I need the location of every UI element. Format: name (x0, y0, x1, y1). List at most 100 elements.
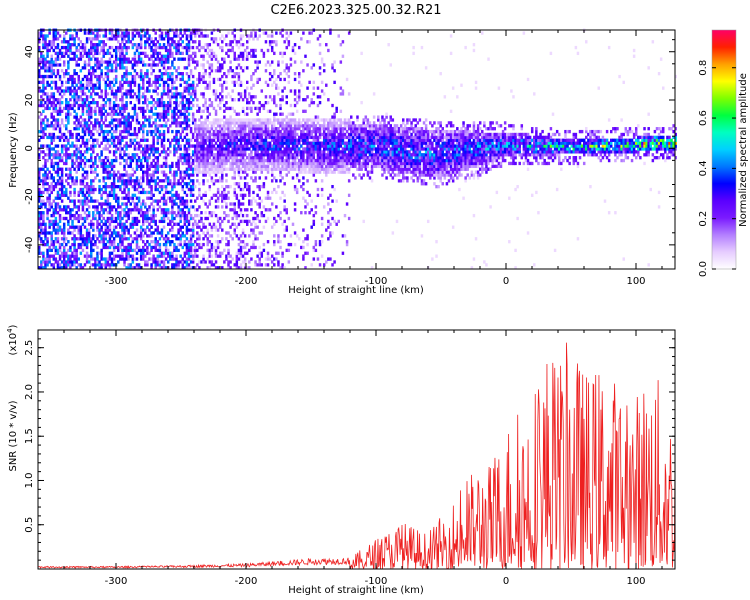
heatmap-cell (77, 80, 80, 84)
heatmap-cell (204, 48, 207, 53)
heatmap-cell (81, 266, 85, 270)
heatmap-cell (131, 219, 135, 224)
heatmap-cell (206, 144, 209, 148)
heatmap-cell (44, 69, 47, 73)
heatmap-cell (254, 211, 257, 215)
heatmap-cell (171, 182, 174, 186)
heatmap-cell (135, 45, 139, 50)
heatmap-cell (227, 147, 230, 151)
heatmap-cell (104, 100, 108, 105)
heatmap-cell (90, 219, 93, 224)
heatmap-cell (119, 216, 122, 221)
heatmap-cell (150, 100, 153, 105)
heatmap-cell (38, 199, 41, 203)
heatmap-cell (127, 112, 130, 116)
heatmap-cell (117, 199, 120, 203)
heatmap-cell (162, 80, 166, 84)
heatmap-cell (146, 69, 149, 73)
heatmap-cell (212, 153, 216, 157)
heatmap-cell (248, 129, 251, 134)
heatmap-cell (44, 40, 47, 44)
heatmap-cell (73, 100, 76, 105)
heatmap-cell (148, 37, 151, 41)
heatmap-cell (181, 257, 184, 261)
heatmap-cell (110, 205, 114, 209)
heatmap-cell (160, 115, 164, 119)
heatmap-cell (87, 63, 91, 67)
heatmap-cell (221, 237, 224, 241)
heatmap-cell (92, 187, 95, 192)
heatmap-cell (250, 118, 253, 122)
heatmap-cell (44, 144, 47, 148)
heatmap-cell (175, 86, 178, 90)
heatmap-cell (62, 72, 66, 76)
heatmap-cell (50, 254, 53, 258)
heatmap-cell (152, 129, 155, 134)
heatmap-cell (162, 202, 166, 206)
heatmap-cell (212, 158, 216, 163)
heatmap-cell (156, 100, 160, 105)
heatmap-cell (166, 254, 170, 258)
heatmap-cell (94, 45, 97, 50)
heatmap-cell (48, 257, 51, 261)
heatmap-cell (160, 138, 164, 142)
heatmap-cell (129, 263, 132, 267)
heatmap-cell (85, 144, 89, 148)
heatmap-cell (133, 57, 137, 61)
heatmap-cell (131, 141, 135, 145)
heatmap-cell (71, 213, 74, 218)
heatmap-cell (262, 164, 266, 169)
heatmap-cell (90, 184, 93, 189)
heatmap-cell (79, 266, 83, 270)
heatmap-cell (200, 115, 203, 119)
heatmap-cell (94, 138, 97, 142)
heatmap-cell (135, 153, 139, 157)
heatmap-cell (108, 234, 112, 238)
heatmap-cell (270, 144, 274, 148)
heatmap-cell (133, 80, 137, 84)
heatmap-cell (148, 118, 151, 122)
heatmap-cell (125, 173, 128, 177)
heatmap-cell (150, 240, 153, 244)
heatmap-cell (48, 222, 51, 226)
heatmap-cell (94, 242, 97, 247)
heatmap-cell (131, 156, 135, 160)
heatmap-cell (227, 118, 230, 122)
heatmap-cell (87, 83, 91, 87)
heatmap-cell (96, 129, 99, 134)
heatmap-cell (50, 242, 53, 247)
heatmap-cell (87, 240, 91, 244)
heatmap-cell (225, 150, 228, 154)
heatmap-cell (38, 57, 41, 61)
heatmap-cell (38, 251, 41, 255)
heatmap-cell (237, 164, 241, 169)
heatmap-cell (62, 135, 66, 140)
heatmap-cell (210, 141, 214, 145)
heatmap-cell (279, 118, 282, 122)
heatmap-cell (218, 161, 222, 166)
heatmap-cell (254, 245, 257, 250)
heatmap-cell (187, 228, 191, 232)
heatmap-cell (279, 121, 282, 125)
heatmap-cell (221, 153, 224, 157)
heatmap-cell (175, 257, 178, 261)
heatmap-cell (90, 112, 93, 116)
heatmap-cell (139, 37, 143, 41)
heatmap-cell (46, 60, 49, 64)
heatmap-cell (183, 153, 187, 157)
heatmap-cell (77, 63, 80, 67)
heatmap-cell (137, 263, 141, 267)
heatmap-cell (73, 80, 76, 84)
heatmap-cell (160, 196, 164, 200)
heatmap-cell (223, 129, 226, 134)
heatmap-cell (110, 118, 114, 122)
heatmap-cell (248, 167, 251, 171)
heatmap-cell (218, 179, 222, 183)
heatmap-cell (133, 179, 137, 183)
heatmap-cell (239, 208, 243, 212)
heatmap-cell (181, 112, 184, 116)
heatmap-cell (231, 237, 234, 241)
heatmap-cell (279, 106, 282, 111)
heatmap-cell (94, 144, 97, 148)
heatmap-cell (246, 173, 249, 177)
